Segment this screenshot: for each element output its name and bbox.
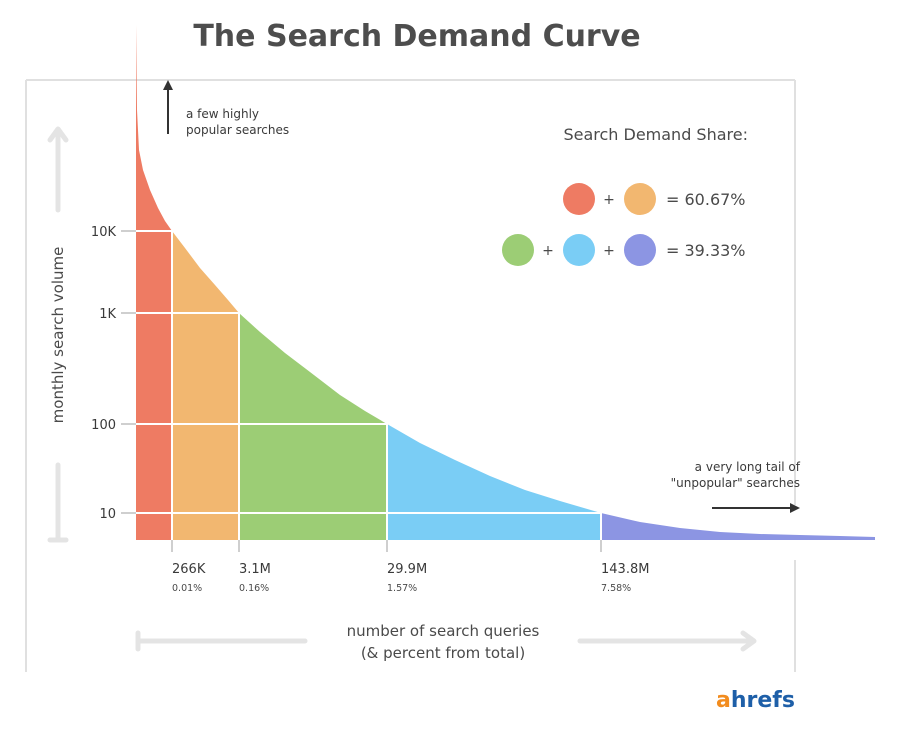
x-tick-percent: 0.01%: [172, 583, 202, 594]
legend-plus-sign: +: [542, 243, 554, 259]
chart-frame: [25, 79, 796, 672]
legend-plus-sign: +: [603, 192, 615, 208]
x-tick-label: 29.9M: [387, 562, 427, 577]
annotation-tail-line2: "unpopular" searches: [671, 476, 800, 490]
chart-title: The Search Demand Curve: [193, 19, 640, 54]
annotation-popular-line1: a few highly: [186, 107, 259, 121]
legend-swatch: [563, 183, 595, 215]
arrowhead-up-icon: [163, 80, 173, 90]
legend-title: Search Demand Share:: [563, 125, 748, 144]
y-tick-label: 10K: [91, 225, 117, 240]
segment-1: [136, 25, 172, 540]
arrowhead-right-icon: [790, 503, 800, 513]
x-tick-percent: 1.57%: [387, 583, 417, 594]
annotation-popular: a few highly popular searches: [163, 80, 289, 137]
legend-swatch: [624, 234, 656, 266]
legend-swatch: [563, 234, 595, 266]
y-axis-arrowhead-up: [47, 126, 69, 143]
legend-swatch: [624, 183, 656, 215]
legend: Search Demand Share: + = 60.67% + + = 39.33%: [502, 125, 748, 266]
ahrefs-logo: ahrefs: [716, 688, 795, 713]
x-tick-percent: 7.58%: [601, 583, 631, 594]
x-axis-arrowhead-right: [740, 630, 757, 652]
segment-4: [387, 424, 601, 540]
x-tick-label: 143.8M: [601, 562, 649, 577]
x-tick-percent: 0.16%: [239, 583, 269, 594]
y-axis-ticks: 10K 1K 100 10: [91, 225, 136, 522]
logo-letters-rest: hrefs: [731, 688, 795, 713]
y-axis-title-group: monthly search volume: [47, 126, 69, 543]
x-axis-title-line2: (& percent from total): [361, 644, 525, 662]
segment-2: [172, 231, 239, 540]
x-axis-title-group: number of search queries (& percent from…: [135, 622, 757, 662]
x-tick-label: 3.1M: [239, 562, 271, 577]
segment-dividers: [136, 230, 602, 540]
y-tick-label: 1K: [99, 307, 116, 322]
curve-segments: [136, 25, 875, 540]
logo-letter-a: a: [716, 688, 731, 713]
legend-swatch: [502, 234, 534, 266]
legend-share-value: = 60.67%: [666, 190, 746, 209]
y-axis-title: monthly search volume: [49, 247, 67, 424]
annotation-long-tail: a very long tail of "unpopular" searches: [671, 460, 801, 513]
legend-plus-sign: +: [603, 243, 615, 259]
y-tick-label: 100: [91, 418, 116, 433]
x-tick-label: 266K: [172, 562, 206, 577]
legend-share-value: = 39.33%: [666, 241, 746, 260]
x-axis-ticks: 266K 0.01% 3.1M 0.16% 29.9M 1.57% 143.8M 7.58%: [171, 540, 649, 594]
x-axis-title-line1: number of search queries: [347, 622, 540, 640]
y-tick-label: 10: [99, 507, 116, 522]
annotation-popular-line2: popular searches: [186, 123, 289, 137]
segment-3: [239, 313, 387, 540]
annotation-tail-line1: a very long tail of: [695, 460, 801, 474]
segment-5: [601, 513, 875, 540]
